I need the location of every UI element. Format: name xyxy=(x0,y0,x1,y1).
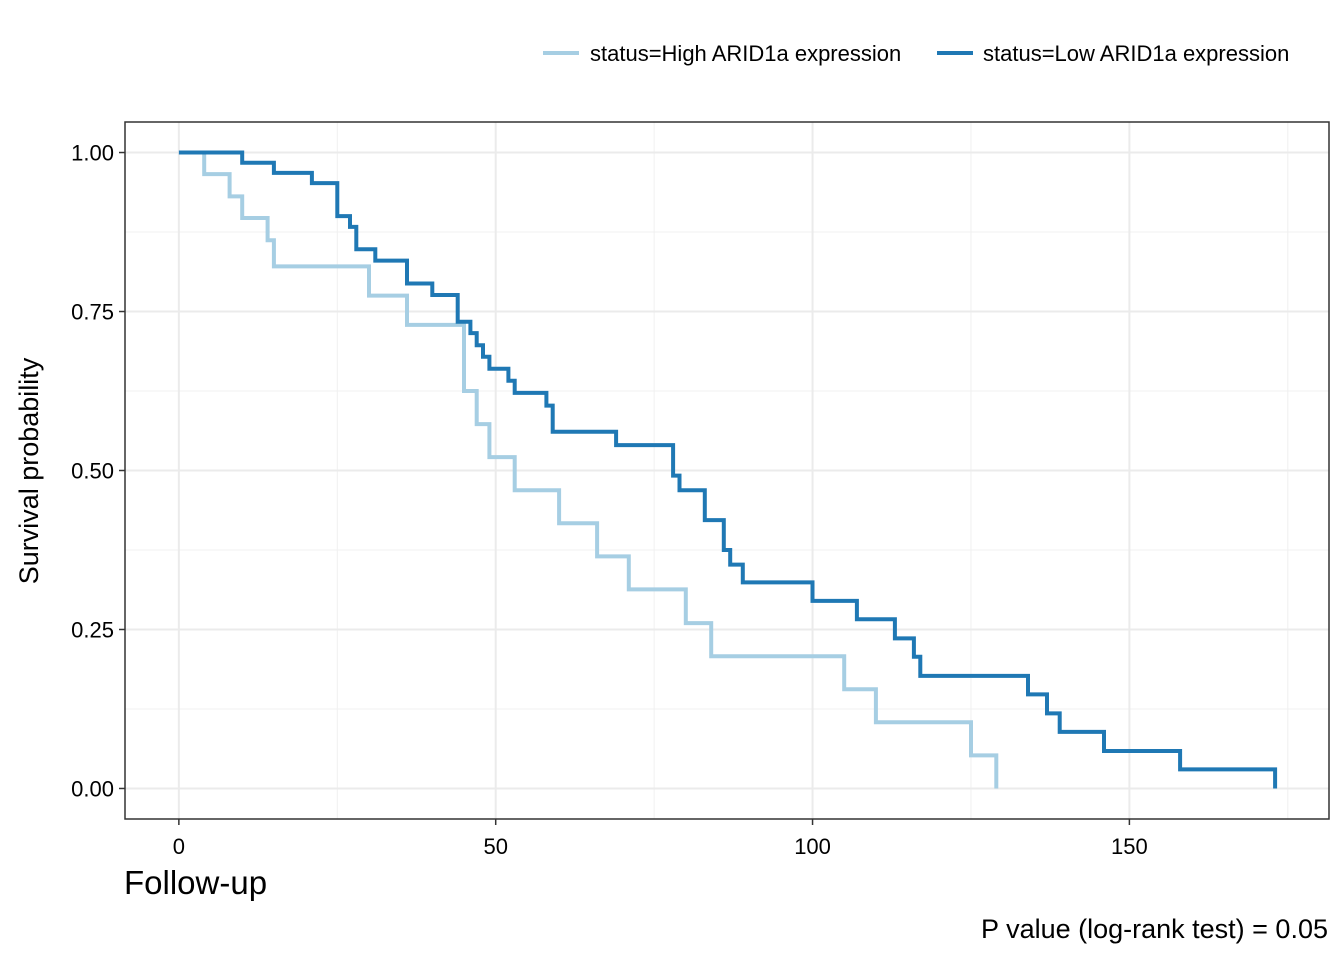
y-tick-label: 0.25 xyxy=(71,617,114,642)
series-line-high xyxy=(178,150,999,789)
y-tick-label: 0.00 xyxy=(71,776,114,801)
x-tick-label: 150 xyxy=(1111,834,1148,859)
y-tick-label: 1.00 xyxy=(71,141,114,166)
x-axis-title: Follow-up xyxy=(124,864,267,901)
legend-label-low: status=Low ARID1a expression xyxy=(983,41,1289,66)
grid-major xyxy=(125,122,1329,819)
legend: status=High ARID1a expression status=Low… xyxy=(543,41,1289,66)
logrank-p-value: P value (log-rank test) = 0.05 xyxy=(981,914,1328,944)
y-axis: 0.00 0.25 0.50 0.75 1.00 xyxy=(71,141,125,801)
x-axis: 0 50 100 150 xyxy=(173,819,1148,859)
x-tick-label: 100 xyxy=(794,834,831,859)
x-tick-label: 50 xyxy=(483,834,507,859)
legend-label-high: status=High ARID1a expression xyxy=(590,41,901,66)
y-axis-title: Survival probability xyxy=(14,357,44,584)
y-tick-label: 0.50 xyxy=(71,459,114,484)
x-tick-label: 0 xyxy=(173,834,185,859)
series-layer xyxy=(178,150,1278,789)
series-line-low xyxy=(178,150,1278,789)
y-tick-label: 0.75 xyxy=(71,300,114,325)
